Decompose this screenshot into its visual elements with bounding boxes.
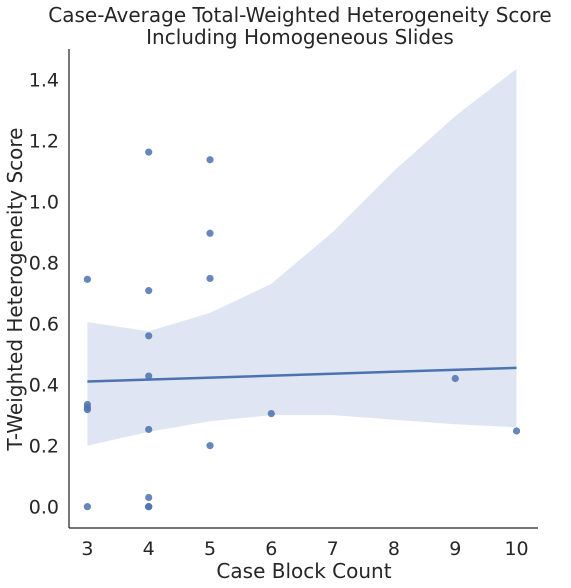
data-point bbox=[145, 287, 153, 295]
data-point bbox=[83, 275, 91, 283]
x-tick-label: 4 bbox=[143, 538, 155, 560]
x-tick-label: 10 bbox=[504, 538, 528, 560]
y-tick-label: 1.4 bbox=[29, 70, 59, 92]
y-tick-label: 0.0 bbox=[29, 497, 59, 519]
x-tick-label: 9 bbox=[449, 538, 461, 560]
x-tick-label: 6 bbox=[265, 538, 277, 560]
data-points-layer bbox=[83, 148, 521, 511]
data-point bbox=[145, 332, 153, 340]
data-point bbox=[145, 493, 153, 502]
data-point bbox=[206, 442, 214, 450]
data-point bbox=[145, 503, 153, 511]
ticks-layer: 3 4 5 6 7 8 9 10 0.0 0.2 0.4 0.6 0.8 1.0 1.2 1.4 bbox=[29, 70, 529, 560]
y-tick-label: 0.2 bbox=[29, 436, 59, 458]
y-tick-label: 1.2 bbox=[29, 131, 59, 153]
data-point bbox=[512, 427, 521, 435]
x-tick-label: 7 bbox=[327, 538, 339, 560]
regression-line bbox=[87, 366, 517, 383]
y-tick-label: 1.0 bbox=[29, 192, 59, 214]
x-tick-label: 8 bbox=[388, 538, 400, 560]
y-tick-label: 0.6 bbox=[29, 314, 59, 336]
data-point bbox=[145, 148, 153, 156]
data-point bbox=[451, 374, 459, 383]
chart-subtitle: Including Homogeneous Slides bbox=[146, 25, 454, 49]
y-tick-label: 0.4 bbox=[29, 375, 59, 397]
regression-line-layer bbox=[87, 366, 517, 383]
confidence-band bbox=[87, 68, 517, 446]
chart-title: Case-Average Total-Weighted Heterogeneit… bbox=[48, 3, 551, 27]
data-point bbox=[206, 274, 214, 283]
x-tick-label: 3 bbox=[81, 538, 93, 560]
data-point bbox=[83, 406, 91, 414]
data-point bbox=[206, 229, 214, 237]
data-point bbox=[145, 425, 153, 434]
x-tick-label: 5 bbox=[204, 538, 216, 560]
data-point bbox=[145, 372, 153, 380]
axes-layer bbox=[68, 49, 538, 529]
data-point bbox=[206, 156, 214, 164]
data-point bbox=[83, 503, 91, 511]
confidence-band-layer bbox=[87, 68, 517, 446]
y-axis-label: T-Weighted Heterogeneity Score bbox=[3, 128, 27, 452]
y-tick-label: 0.8 bbox=[29, 253, 59, 275]
data-point bbox=[267, 409, 275, 418]
x-axis-label: Case Block Count bbox=[216, 559, 391, 583]
